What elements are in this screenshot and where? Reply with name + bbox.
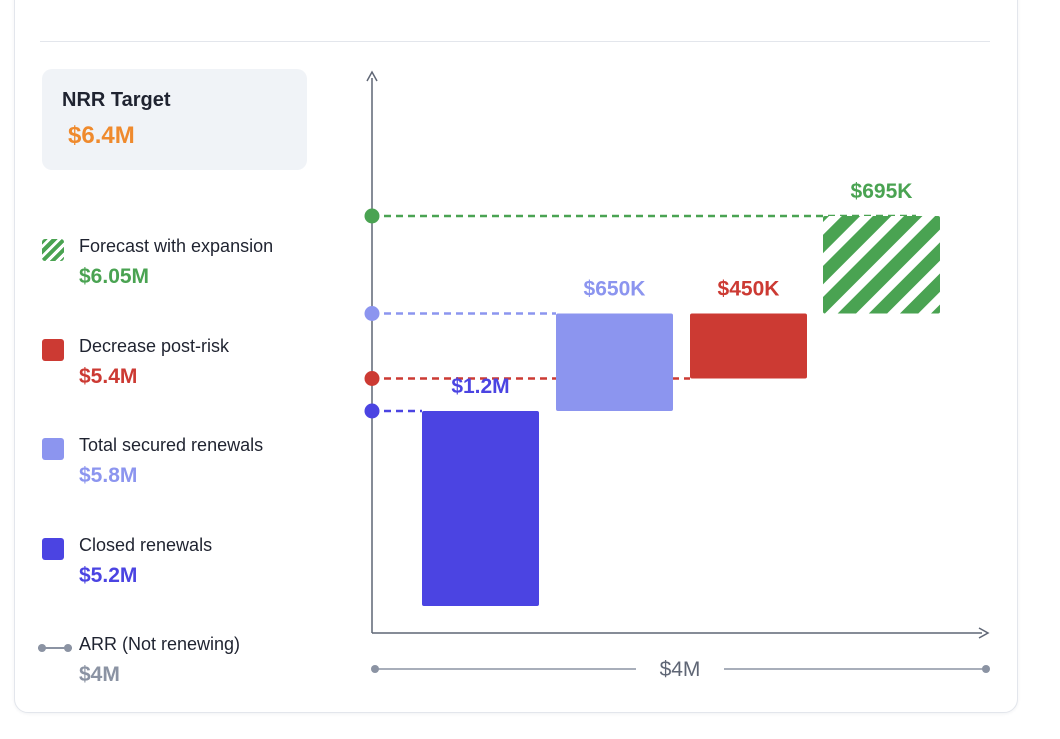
bar-value-label: $1.2M: [451, 375, 509, 398]
waterfall-bar: [823, 216, 940, 314]
x-axis-arrow-icon: [978, 627, 990, 639]
reference-dot: [364, 208, 380, 224]
legend-label: Forecast with expansion: [79, 236, 274, 256]
nrr-target-box: NRR Target $6.4M: [42, 69, 307, 170]
lavender-swatch-icon: [42, 438, 64, 460]
line-dots-icon: [38, 644, 72, 652]
red-swatch-icon: [42, 339, 64, 361]
legend-value: $4M: [79, 663, 120, 686]
bar-value-label: $450K: [718, 278, 780, 301]
nrr-target-value: $6.4M: [68, 122, 135, 149]
waterfall-bar: [556, 313, 673, 411]
striped-swatch-icon: [42, 239, 64, 261]
legend-value: $5.8M: [79, 464, 138, 487]
indigo-swatch-icon: [42, 538, 64, 560]
reference-dot: [364, 403, 380, 419]
legend-label: ARR (Not renewing): [79, 634, 241, 654]
baseline-dot: [371, 665, 379, 673]
reference-dot: [364, 371, 380, 386]
nrr-target-title: NRR Target: [62, 89, 171, 111]
baseline-label: $4M: [660, 658, 701, 681]
legend-label: Total secured renewals: [79, 435, 264, 455]
baseline-dot: [982, 665, 990, 673]
y-axis-arrow-icon: [366, 70, 378, 82]
card-divider: [40, 41, 990, 42]
bar-value-label: $650K: [584, 278, 646, 301]
legend-label: Decrease post-risk: [79, 336, 230, 356]
legend-value: $5.4M: [79, 365, 138, 388]
legend-value: $6.05M: [79, 265, 150, 288]
bar-value-label: $695K: [851, 180, 913, 203]
reference-dot: [364, 306, 380, 321]
waterfall-bar: [422, 411, 539, 606]
legend-value: $5.2M: [79, 564, 138, 587]
waterfall-bar: [690, 313, 807, 379]
legend-label: Closed renewals: [79, 535, 213, 555]
